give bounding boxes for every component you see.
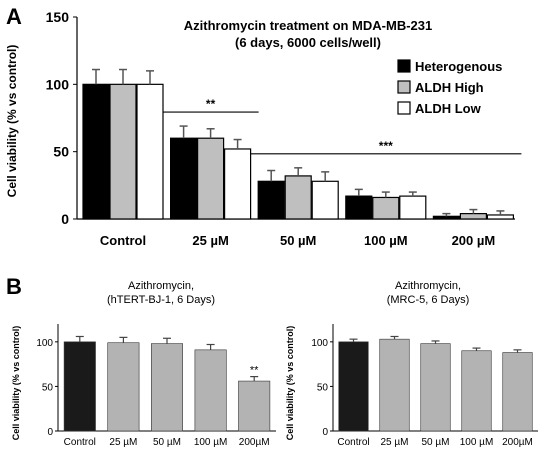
chart-a-category-label: 100 µM	[364, 233, 408, 248]
chart-a-bar	[170, 137, 198, 220]
chart-a-bar	[399, 195, 427, 220]
chart-a-ytick-label: 0	[61, 211, 69, 227]
chart-b2-bar	[420, 343, 451, 432]
chart-b1-ytick-label: 0	[47, 427, 53, 438]
chart-a-bar	[197, 137, 225, 220]
chart-b1-bar	[194, 349, 227, 432]
chart-b2-bar	[502, 352, 533, 432]
chart-a-bar	[311, 180, 339, 220]
chart-b2-ytick-label: 100	[311, 338, 328, 349]
chart-a-bar	[224, 148, 252, 220]
chart-b1-subtitle: (hTERT-BJ-1, 6 Days)	[107, 294, 215, 306]
chart-b2-bar	[338, 341, 369, 432]
chart-b2-category-label: 50 µM	[422, 437, 450, 448]
chart-b1-category-label: 100 µM	[194, 437, 228, 448]
chart-b2-ylabel: Cell viability (% vs control)	[285, 326, 295, 441]
chart-a-significance-label: **	[206, 97, 216, 111]
chart-a-bar	[345, 195, 373, 220]
chart-a-bar	[432, 215, 460, 220]
chart-a-ylabel: Cell viability (% vs control)	[5, 45, 19, 198]
chart-a-legend-label: Heterogenous	[415, 59, 502, 74]
chart-b1-ylabel: Cell viability (% vs control)	[11, 326, 21, 441]
chart-b1: Azithromycin, (hTERT-BJ-1, 6 Days) Cell …	[11, 280, 276, 448]
panel-letter-b: B	[6, 274, 22, 299]
chart-a-bar	[284, 175, 312, 220]
chart-b1-category-label: 50 µM	[153, 437, 181, 448]
chart-a-subtitle: (6 days, 6000 cells/well)	[235, 35, 381, 50]
chart-a-bar	[136, 83, 164, 220]
chart-a-significance-label: ***	[379, 139, 393, 153]
chart-a-bar	[486, 214, 514, 220]
chart-b1-category-label: 200µM	[239, 437, 270, 448]
chart-b2-subtitle: (MRC-5, 6 Days)	[387, 294, 470, 306]
chart-b2-ytick-label: 0	[322, 427, 328, 438]
chart-a-bar	[109, 83, 137, 220]
chart-b2-ytick-label: 50	[317, 382, 329, 393]
chart-b1-category-label: Control	[64, 437, 96, 448]
chart-a-bar	[82, 83, 110, 220]
chart-a-category-label: Control	[100, 233, 146, 248]
chart-b1-significance-label: **	[250, 365, 259, 377]
chart-b1-bar	[63, 341, 96, 432]
chart-a-bar	[459, 213, 487, 220]
chart-a-bar	[257, 180, 285, 220]
chart-b1-bar	[107, 342, 140, 432]
chart-b1-ytick-label: 100	[36, 338, 53, 349]
chart-a-ytick-label: 100	[46, 76, 70, 92]
chart-a-ytick-label: 150	[46, 9, 70, 25]
chart-b2-title: Azithromycin,	[395, 280, 461, 292]
chart-b2-bar	[461, 350, 492, 432]
chart-b2-category-label: 100 µM	[460, 437, 494, 448]
chart-a-legend-label: ALDH Low	[415, 101, 482, 116]
chart-a-legend-swatch	[397, 59, 411, 73]
chart-b2-bar	[379, 338, 410, 432]
panel-letter-a: A	[6, 4, 22, 29]
chart-b2-category-label: 25 µM	[381, 437, 409, 448]
chart-a-category-label: 25 µM	[192, 233, 228, 248]
chart-a-ytick-label: 50	[53, 144, 69, 160]
chart-b2: Azithromycin, (MRC-5, 6 Days) Cell viabi…	[285, 280, 538, 448]
chart-a-legend-label: ALDH High	[415, 80, 484, 95]
chart-b2-category-label: Control	[337, 437, 369, 448]
chart-a-category-label: 200 µM	[452, 233, 496, 248]
chart-b1-ytick-label: 50	[42, 382, 54, 393]
chart-a-legend-swatch	[397, 101, 411, 115]
chart-a-legend-swatch	[397, 80, 411, 94]
chart-b1-bar	[238, 380, 271, 432]
chart-b1-bar	[151, 343, 183, 432]
chart-a: Azithromycin treatment on MDA-MB-231 (6 …	[5, 9, 522, 248]
chart-b1-category-label: 25 µM	[109, 437, 137, 448]
chart-a-bar	[372, 196, 400, 220]
chart-b1-title: Azithromycin,	[128, 280, 194, 292]
chart-a-category-label: 50 µM	[280, 233, 316, 248]
chart-b2-category-label: 200µM	[502, 437, 533, 448]
chart-a-title: Azithromycin treatment on MDA-MB-231	[184, 18, 432, 33]
